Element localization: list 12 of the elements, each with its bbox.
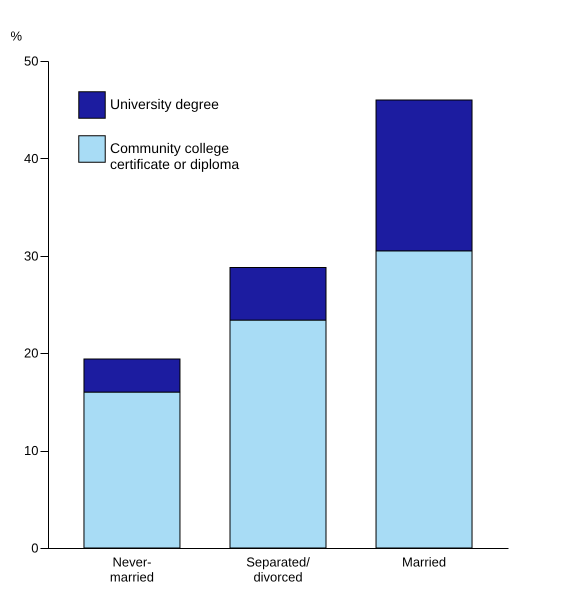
x-tick-label: Never- married xyxy=(110,554,154,584)
y-tick-label: 0 xyxy=(31,540,38,556)
legend-label: Community college certificate or diploma xyxy=(110,140,240,172)
y-tick-label: 40 xyxy=(24,150,38,166)
x-tick-label: Separated/ divorced xyxy=(246,554,310,584)
y-tick-label: 30 xyxy=(24,248,38,264)
legend-label: University degree xyxy=(110,96,220,112)
y-tick-label: 10 xyxy=(24,443,38,458)
y-tick-label: 50 xyxy=(24,54,38,68)
y-tick-label: 20 xyxy=(24,346,38,361)
y-axis-title: % xyxy=(10,28,22,44)
x-tick-label: Married xyxy=(402,554,446,570)
